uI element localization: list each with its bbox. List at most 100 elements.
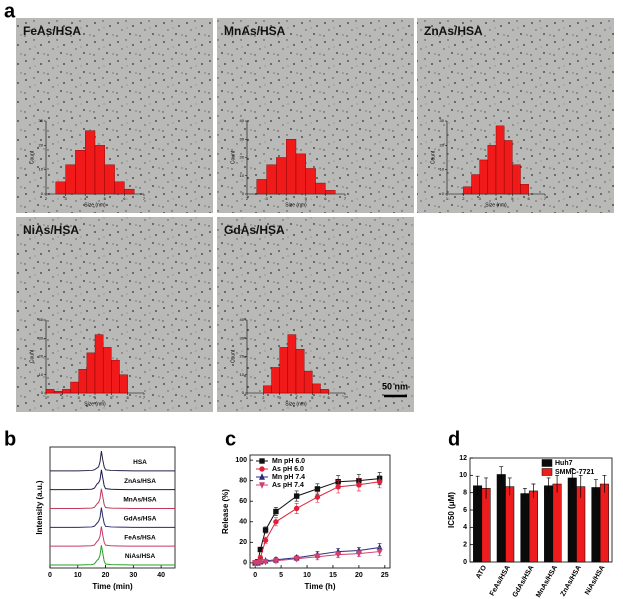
y-tick-label: 0: [41, 390, 44, 395]
bar: [591, 487, 601, 563]
y-tick-label: 0: [243, 560, 247, 567]
y-axis-label: Count: [430, 150, 436, 164]
bar: [520, 493, 530, 563]
y-tick-label: 30: [440, 118, 445, 123]
y-axis-label: Count: [230, 150, 236, 164]
histogram-bar: [503, 140, 513, 195]
legend-swatch: [541, 459, 553, 467]
x-tick-label: GdAs/HSA: [512, 564, 536, 598]
y-tick-label: 20: [240, 155, 245, 160]
x-tick-label: 7: [544, 196, 547, 201]
histogram-bar: [315, 182, 326, 195]
y-tick-label: 0: [463, 559, 467, 566]
error-bar: [522, 487, 527, 499]
x-tick-label: 20: [102, 572, 110, 579]
legend-marker: [259, 458, 265, 464]
x-tick-label: 2: [262, 395, 265, 400]
y-tick-label: 40: [240, 317, 245, 322]
x-tick-label: 3: [265, 196, 268, 201]
histogram-bar: [325, 190, 336, 195]
tem-label: FeAs/HSA: [23, 24, 81, 38]
x-tick-label: 2: [246, 196, 249, 201]
histogram-bar: [75, 149, 86, 195]
tem-label: GdAs/HSA: [224, 223, 285, 237]
histogram-bar: [276, 157, 287, 195]
x-tick-label: 5: [305, 196, 308, 201]
trace: [50, 545, 175, 566]
plot-frame: [49, 446, 176, 569]
tem-label: NiAs/HSA: [23, 223, 79, 237]
marker: [314, 486, 321, 492]
y-tick-label: 4: [463, 524, 467, 531]
x-tick-label: 4: [285, 196, 288, 201]
trace-label: GdAs/HSA: [124, 516, 157, 523]
legend-marker: [259, 466, 265, 472]
y-tick-label: 60: [239, 498, 247, 505]
x-tick-label: 5: [110, 395, 113, 400]
x-tick-label: 1: [45, 395, 48, 400]
marker: [355, 550, 362, 558]
x-tick-label: 0: [48, 572, 52, 579]
x-tick-label: 2: [61, 395, 64, 400]
marker: [262, 527, 269, 533]
bar: [576, 486, 586, 563]
x-tick-label: 4: [94, 395, 97, 400]
x-tick-label: 25: [381, 572, 389, 579]
trace: [50, 507, 175, 528]
y-tick-label: 20: [39, 354, 44, 359]
x-tick-label: 0: [253, 572, 257, 579]
y-tick-label: 30: [240, 335, 245, 340]
marker: [356, 482, 362, 488]
x-tick-label: 4: [495, 196, 498, 201]
legend-label: Mn pH 7.4: [272, 474, 305, 481]
histogram-bar: [65, 164, 76, 195]
x-tick-label: NiAs/HSA: [584, 564, 606, 596]
marker: [273, 519, 279, 525]
y-axis-label: Count: [230, 349, 236, 363]
trace: [50, 526, 175, 547]
x-tick-label: 40: [157, 572, 165, 579]
x-tick-label: 4: [295, 395, 298, 400]
histogram-bar: [114, 181, 125, 195]
x-tick-label: 6: [328, 395, 331, 400]
x-tick-label: 7: [344, 395, 347, 400]
bar: [552, 483, 562, 563]
x-axis-label: Size (nm): [285, 202, 307, 208]
histogram-bar: [62, 389, 71, 394]
histogram-bar: [271, 367, 280, 394]
legend-marker: [259, 473, 265, 480]
y-tick-label: 80: [239, 478, 247, 485]
x-tick-label: 3: [78, 395, 81, 400]
y-axis-label: Count: [29, 349, 35, 363]
bar: [473, 485, 483, 563]
marker: [293, 505, 300, 512]
legend-label: Mn pH 6.0: [272, 458, 305, 465]
x-tick-label: 6: [123, 196, 126, 201]
x-axis-label: Size (nm): [285, 401, 307, 407]
y-tick-label: 100: [235, 457, 247, 464]
y-tick-label: 6: [463, 507, 467, 514]
marker: [257, 559, 264, 566]
tem-label: MnAs/HSA: [224, 24, 286, 38]
x-axis-label: Size (nm): [485, 202, 507, 208]
panel-label: a: [4, 0, 16, 22]
error-bar: [555, 474, 560, 493]
marker: [262, 559, 269, 566]
x-tick-label: 10: [303, 572, 311, 579]
x-tick-label: 3: [279, 395, 282, 400]
y-tick-label: 2: [463, 542, 467, 549]
histogram-bar: [124, 188, 135, 195]
x-tick-label: 5: [311, 395, 314, 400]
histogram-bar: [479, 159, 489, 195]
legend-swatch: [541, 468, 553, 476]
histogram-bar: [102, 347, 112, 394]
histogram-bar: [312, 383, 321, 394]
x-tick-label: 6: [528, 196, 531, 201]
bar: [567, 477, 577, 563]
y-axis-label: Release (%): [221, 489, 230, 534]
x-tick-label: 3: [479, 196, 482, 201]
y-tick-label: 8: [463, 490, 467, 497]
y-tick-label: 0: [442, 191, 445, 196]
histogram-bar: [305, 168, 316, 195]
